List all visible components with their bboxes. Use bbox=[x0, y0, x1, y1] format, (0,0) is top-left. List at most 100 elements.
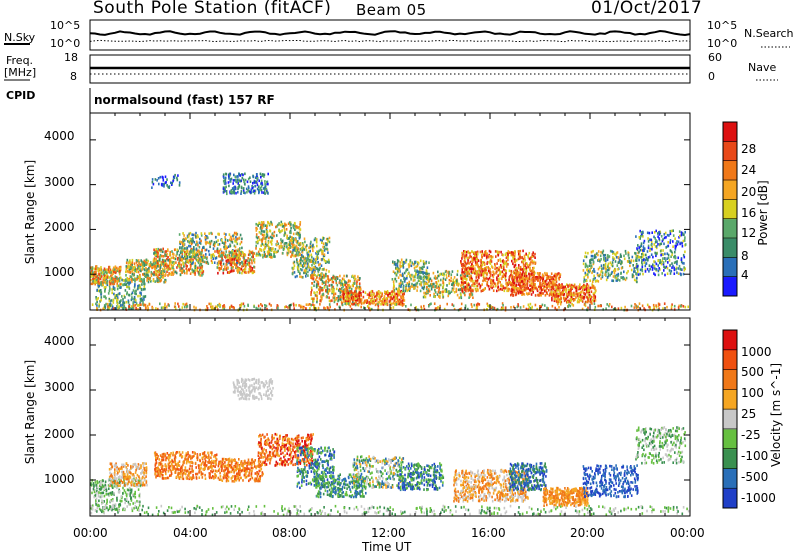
power-cell bbox=[514, 279, 516, 283]
power-cell bbox=[185, 250, 187, 253]
power-cell bbox=[387, 291, 389, 294]
power-cell bbox=[261, 225, 264, 229]
power-cell bbox=[210, 253, 212, 257]
power-cell bbox=[238, 236, 241, 240]
power-cell bbox=[357, 299, 360, 302]
power-cell bbox=[160, 271, 162, 275]
power-cell bbox=[159, 268, 161, 272]
power-cell bbox=[229, 238, 231, 242]
power-cell bbox=[111, 305, 114, 309]
power-cell bbox=[294, 228, 296, 231]
power-cell bbox=[211, 261, 213, 264]
power-cell bbox=[145, 275, 147, 278]
power-cbar-tick-8: 8 bbox=[741, 249, 749, 263]
power-cell bbox=[205, 261, 208, 265]
velocity-ytick-3000: 3000 bbox=[44, 380, 75, 394]
power-cell bbox=[364, 291, 367, 294]
power-cell bbox=[195, 253, 197, 256]
power-cell bbox=[411, 282, 413, 286]
power-cell bbox=[517, 250, 520, 253]
power-cell bbox=[527, 286, 529, 290]
power-cell bbox=[458, 282, 460, 286]
power-cell bbox=[270, 220, 272, 224]
power-cell bbox=[280, 240, 283, 243]
power-cell bbox=[315, 294, 318, 298]
power-cell bbox=[596, 272, 599, 275]
power-cell bbox=[312, 297, 314, 301]
power-cell bbox=[405, 269, 407, 273]
power-cell bbox=[194, 269, 197, 272]
power-cell bbox=[176, 248, 179, 252]
power-cell bbox=[436, 293, 439, 296]
power-cell bbox=[173, 248, 176, 252]
power-cell bbox=[402, 264, 404, 267]
power-cell bbox=[140, 259, 142, 262]
power-cell bbox=[320, 295, 322, 298]
power-cell bbox=[113, 282, 116, 285]
power-cell bbox=[548, 294, 551, 297]
power-cell bbox=[509, 251, 511, 254]
power-cell bbox=[143, 282, 145, 286]
power-cell bbox=[106, 276, 109, 279]
power-cell bbox=[525, 277, 527, 281]
xtick-2000: 20:00 bbox=[570, 526, 605, 540]
power-cell bbox=[462, 266, 464, 269]
power-cell bbox=[460, 295, 462, 299]
power-cell bbox=[297, 268, 300, 271]
power-cell bbox=[615, 279, 618, 282]
power-cell bbox=[548, 275, 550, 278]
power-cell bbox=[628, 256, 630, 260]
freq-label-line2: [MHz] bbox=[4, 66, 37, 79]
nsky-panel-frame bbox=[89, 19, 691, 51]
power-cell bbox=[325, 260, 328, 264]
power-cell bbox=[251, 255, 253, 259]
power-cell bbox=[125, 279, 128, 283]
power-cell bbox=[261, 181, 263, 185]
power-cell bbox=[289, 250, 292, 254]
power-cell bbox=[145, 263, 147, 266]
power-cell bbox=[213, 254, 215, 258]
power-cell bbox=[465, 268, 468, 271]
power-cell bbox=[444, 270, 447, 273]
power-cell bbox=[196, 249, 199, 253]
power-cell bbox=[233, 237, 235, 241]
power-cell bbox=[564, 285, 566, 289]
power-cell bbox=[463, 264, 466, 267]
power-cell bbox=[485, 254, 488, 257]
power-cell bbox=[194, 264, 197, 268]
power-cell bbox=[237, 253, 240, 257]
power-cell bbox=[210, 239, 213, 243]
power-cell bbox=[299, 247, 302, 251]
power-cell bbox=[510, 288, 513, 292]
power-cell bbox=[199, 271, 201, 274]
power-cell bbox=[442, 283, 445, 287]
power-cell bbox=[437, 295, 440, 298]
power-cell bbox=[548, 288, 550, 292]
power-cell bbox=[487, 269, 490, 273]
power-cell bbox=[467, 261, 469, 265]
power-cell bbox=[274, 255, 276, 258]
power-cell bbox=[198, 273, 200, 276]
power-cell bbox=[333, 300, 336, 304]
power-cell bbox=[93, 274, 95, 277]
power-cell bbox=[145, 261, 147, 264]
power-cell bbox=[258, 190, 260, 193]
power-cell bbox=[425, 261, 427, 265]
power-cell bbox=[461, 270, 463, 274]
power-cell bbox=[579, 296, 582, 299]
power-cell bbox=[490, 257, 493, 260]
power-cell bbox=[423, 271, 426, 275]
power-cell bbox=[148, 264, 151, 268]
power-cell bbox=[562, 286, 565, 289]
power-cell bbox=[398, 291, 400, 294]
power-cell bbox=[620, 276, 622, 279]
power-cell bbox=[470, 255, 473, 259]
power-cell bbox=[124, 289, 127, 292]
power-cell bbox=[220, 260, 222, 264]
power-cell bbox=[541, 288, 544, 291]
power-cell bbox=[581, 285, 584, 288]
power-cell bbox=[461, 276, 464, 280]
power-cell bbox=[294, 254, 297, 258]
power-cell bbox=[344, 283, 347, 287]
power-cell bbox=[393, 299, 396, 302]
